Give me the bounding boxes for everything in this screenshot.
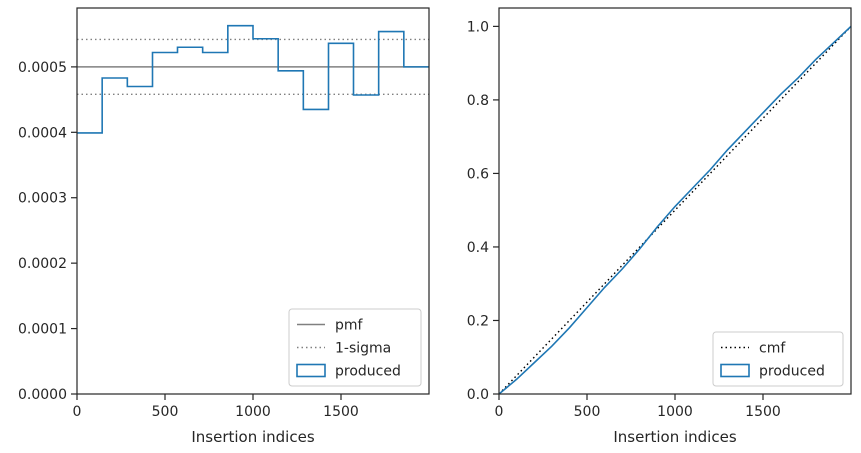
legend-box	[288, 308, 422, 387]
plot-area	[499, 25, 851, 394]
x-tick-label: 500	[574, 404, 601, 420]
y-tick-label: 0.4	[467, 240, 489, 256]
series-cmf-line	[499, 25, 851, 394]
x-tick-label: 1500	[323, 404, 359, 420]
legend: pmf 1-sigma produced	[288, 308, 422, 387]
y-tick-label: 0.0001	[18, 322, 67, 338]
pmf-chart: 0 500 1000 1500 0.0000 0.0001 0.0002 0.0003 0.00…	[18, 7, 430, 446]
legend-swatch-produced	[296, 363, 326, 378]
legend-swatch-produced	[720, 363, 750, 378]
legend-label-1-sigma: 1-sigma	[335, 341, 391, 357]
x-tick-label: 500	[152, 404, 179, 420]
y-tick-label: 0.8	[467, 93, 489, 109]
y-tick-label: 0.0004	[18, 125, 67, 141]
plot-area	[77, 24, 429, 134]
cmf-chart: 0 500 1000 1500 0.0 0.2 0.4 0.6 0.8 1.0 Insertion …	[467, 7, 852, 446]
legend-label-pmf: pmf	[335, 318, 364, 334]
x-tick-label: 0	[73, 404, 82, 420]
x-tick-label: 1500	[745, 404, 781, 420]
x-tick-label: 0	[495, 404, 504, 420]
y-tick-label: 0.0	[467, 387, 489, 403]
legend-label-cmf: cmf	[759, 341, 786, 357]
y-tick-label: 0.0002	[18, 256, 67, 272]
y-tick-label: 0.0003	[18, 191, 67, 207]
legend-label-produced: produced	[335, 364, 401, 380]
y-tick-label: 1.0	[467, 19, 489, 35]
x-tick-label: 1000	[657, 404, 693, 420]
legend-label-produced: produced	[759, 364, 825, 380]
x-axis-label: Insertion indices	[191, 428, 314, 446]
x-axis-label: Insertion indices	[613, 428, 736, 446]
y-tick-label: 0.2	[467, 313, 489, 329]
y-tick-label: 0.6	[467, 166, 489, 182]
series-produced-line	[499, 25, 851, 394]
series-produced-line	[77, 24, 429, 134]
y-tick-label: 0.0000	[18, 387, 67, 403]
y-tick-label: 0.0005	[18, 60, 67, 76]
x-tick-label: 1000	[235, 404, 271, 420]
legend: cmf produced	[712, 331, 844, 387]
legend-box	[712, 331, 844, 387]
